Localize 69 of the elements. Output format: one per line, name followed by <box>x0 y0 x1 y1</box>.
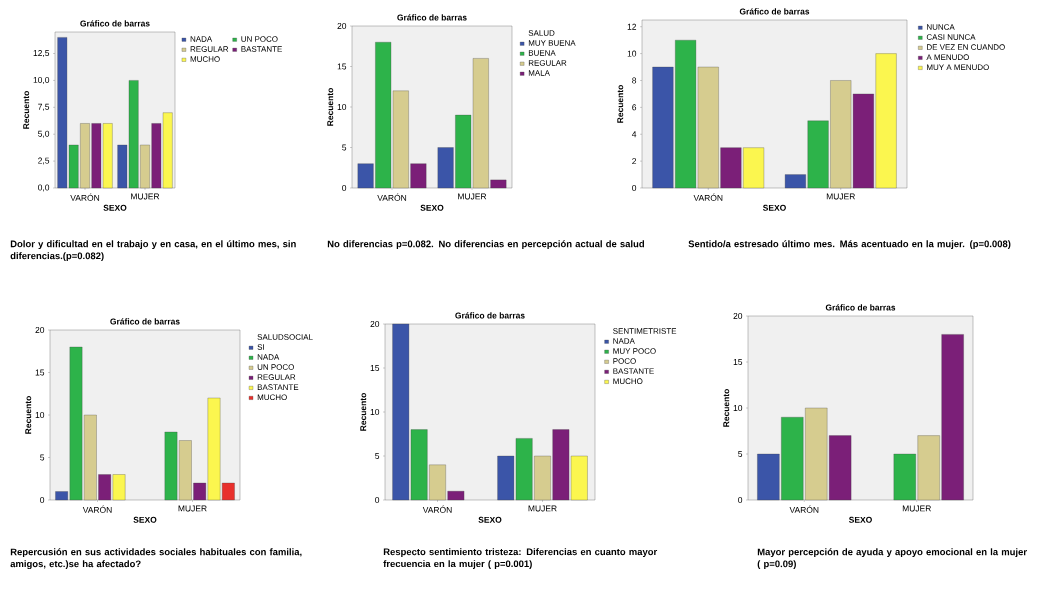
x-tick-label: MUJER <box>458 193 487 200</box>
x-tick-label: VARÓN <box>422 505 452 513</box>
y-tick-label: 12,5 <box>33 50 50 58</box>
y-tick-label: 0 <box>40 497 45 503</box>
chart-title: Gráfico de barras <box>80 20 150 27</box>
y-tick-label: 12 <box>627 23 637 30</box>
y-tick-label: 2 <box>632 158 637 165</box>
chart-title: Gráfico de barras <box>739 8 810 15</box>
chart-title: Gráfico de barras <box>825 304 896 311</box>
chart-title: Gráfico de barras <box>110 318 180 325</box>
y-axis-title: Recuento <box>25 396 32 434</box>
x-tick-label: MUJER <box>131 193 160 200</box>
y-tick-label: 20 <box>733 313 743 319</box>
x-axis-title: SEXO <box>133 516 157 523</box>
chart-title: Gráfico de barras <box>397 14 467 21</box>
y-tick-label: 0,0 <box>38 184 50 192</box>
y-axis-title: Recuento <box>723 389 730 427</box>
y-tick-label: 4 <box>631 131 637 138</box>
y-tick-label: 10 <box>627 50 637 57</box>
y-tick-label: 7,5 <box>38 103 50 111</box>
y-tick-label: 5 <box>342 144 347 151</box>
x-tick-label: MUJER <box>178 505 207 512</box>
y-tick-label: 20 <box>370 321 380 327</box>
y-tick-label: 10 <box>35 412 45 418</box>
y-tick-label: 10 <box>370 409 380 415</box>
y-tick-label: 10 <box>733 405 743 411</box>
text: Mayor percepción de ayuda y apoyo emocional en la mujer ( p=0.09) <box>757 548 1027 570</box>
x-tick-label: VARÓN <box>377 193 407 201</box>
y-tick-label: 0 <box>342 185 347 191</box>
x-tick-label: VARÓN <box>70 193 100 201</box>
y-tick-label: 20 <box>35 327 45 333</box>
y-tick-label: 5 <box>738 451 743 457</box>
text: Respecto sentimiento tristeza: Diferencias en cuanto mayor frecuencia en la mujer ( p=0.001) <box>383 548 658 569</box>
y-tick-label: 20 <box>337 23 347 29</box>
y-tick-label: 0 <box>738 497 743 503</box>
x-axis-title: SEXO <box>848 516 872 523</box>
y-tick-label: 6 <box>632 104 637 111</box>
y-tick-label: 0 <box>375 497 380 503</box>
y-tick-label: 10,0 <box>33 76 50 84</box>
x-tick-label: MUJER <box>902 505 931 512</box>
y-tick-label: 15 <box>733 359 743 365</box>
y-tick-label: 2,5 <box>38 157 50 165</box>
text: No diferencias p=0.082. No diferencias en percepción actual de salud <box>327 240 644 250</box>
y-tick-label: 15 <box>35 369 45 376</box>
y-axis-title: Recuento <box>360 393 367 431</box>
x-tick-label: MUJER <box>528 505 557 512</box>
y-tick-label: 8 <box>632 77 637 84</box>
x-axis-title: SEXO <box>420 204 444 211</box>
x-tick-label: VARÓN <box>789 505 819 513</box>
x-axis-title: SEXO <box>762 204 786 211</box>
y-tick-label: 5 <box>375 453 380 459</box>
text: Dolor y dificultad en el trabajo y en casa, en el último mes, sin diferencias.(p=0.082) <box>10 240 296 262</box>
x-axis-title: SEXO <box>103 204 127 211</box>
y-tick-label: 15 <box>337 63 347 70</box>
x-tick-label: VARÓN <box>693 193 723 201</box>
y-axis-title: Recuento <box>617 85 624 123</box>
y-axis-title: Recuento <box>23 91 30 129</box>
y-tick-label: 0 <box>632 185 637 191</box>
text: Repercusión en sus actividades sociales habituales con familia, amigos, etc.)se ha afectado? <box>10 548 302 570</box>
y-tick-label: 10 <box>337 104 347 110</box>
y-axis-title: Recuento <box>327 88 334 126</box>
x-tick-label: VARÓN <box>82 505 112 513</box>
y-tick-label: 15 <box>370 365 380 371</box>
x-tick-label: MUJER <box>826 193 855 200</box>
text: Sentido/a estresado último mes. Más acentuado en la mujer. (p=0.008) <box>688 240 1011 250</box>
x-axis-title: SEXO <box>478 516 502 523</box>
y-tick-label: 5,0 <box>38 130 50 138</box>
chart-title: Gráfico de barras <box>455 312 525 319</box>
y-tick-label: 5 <box>40 454 45 461</box>
